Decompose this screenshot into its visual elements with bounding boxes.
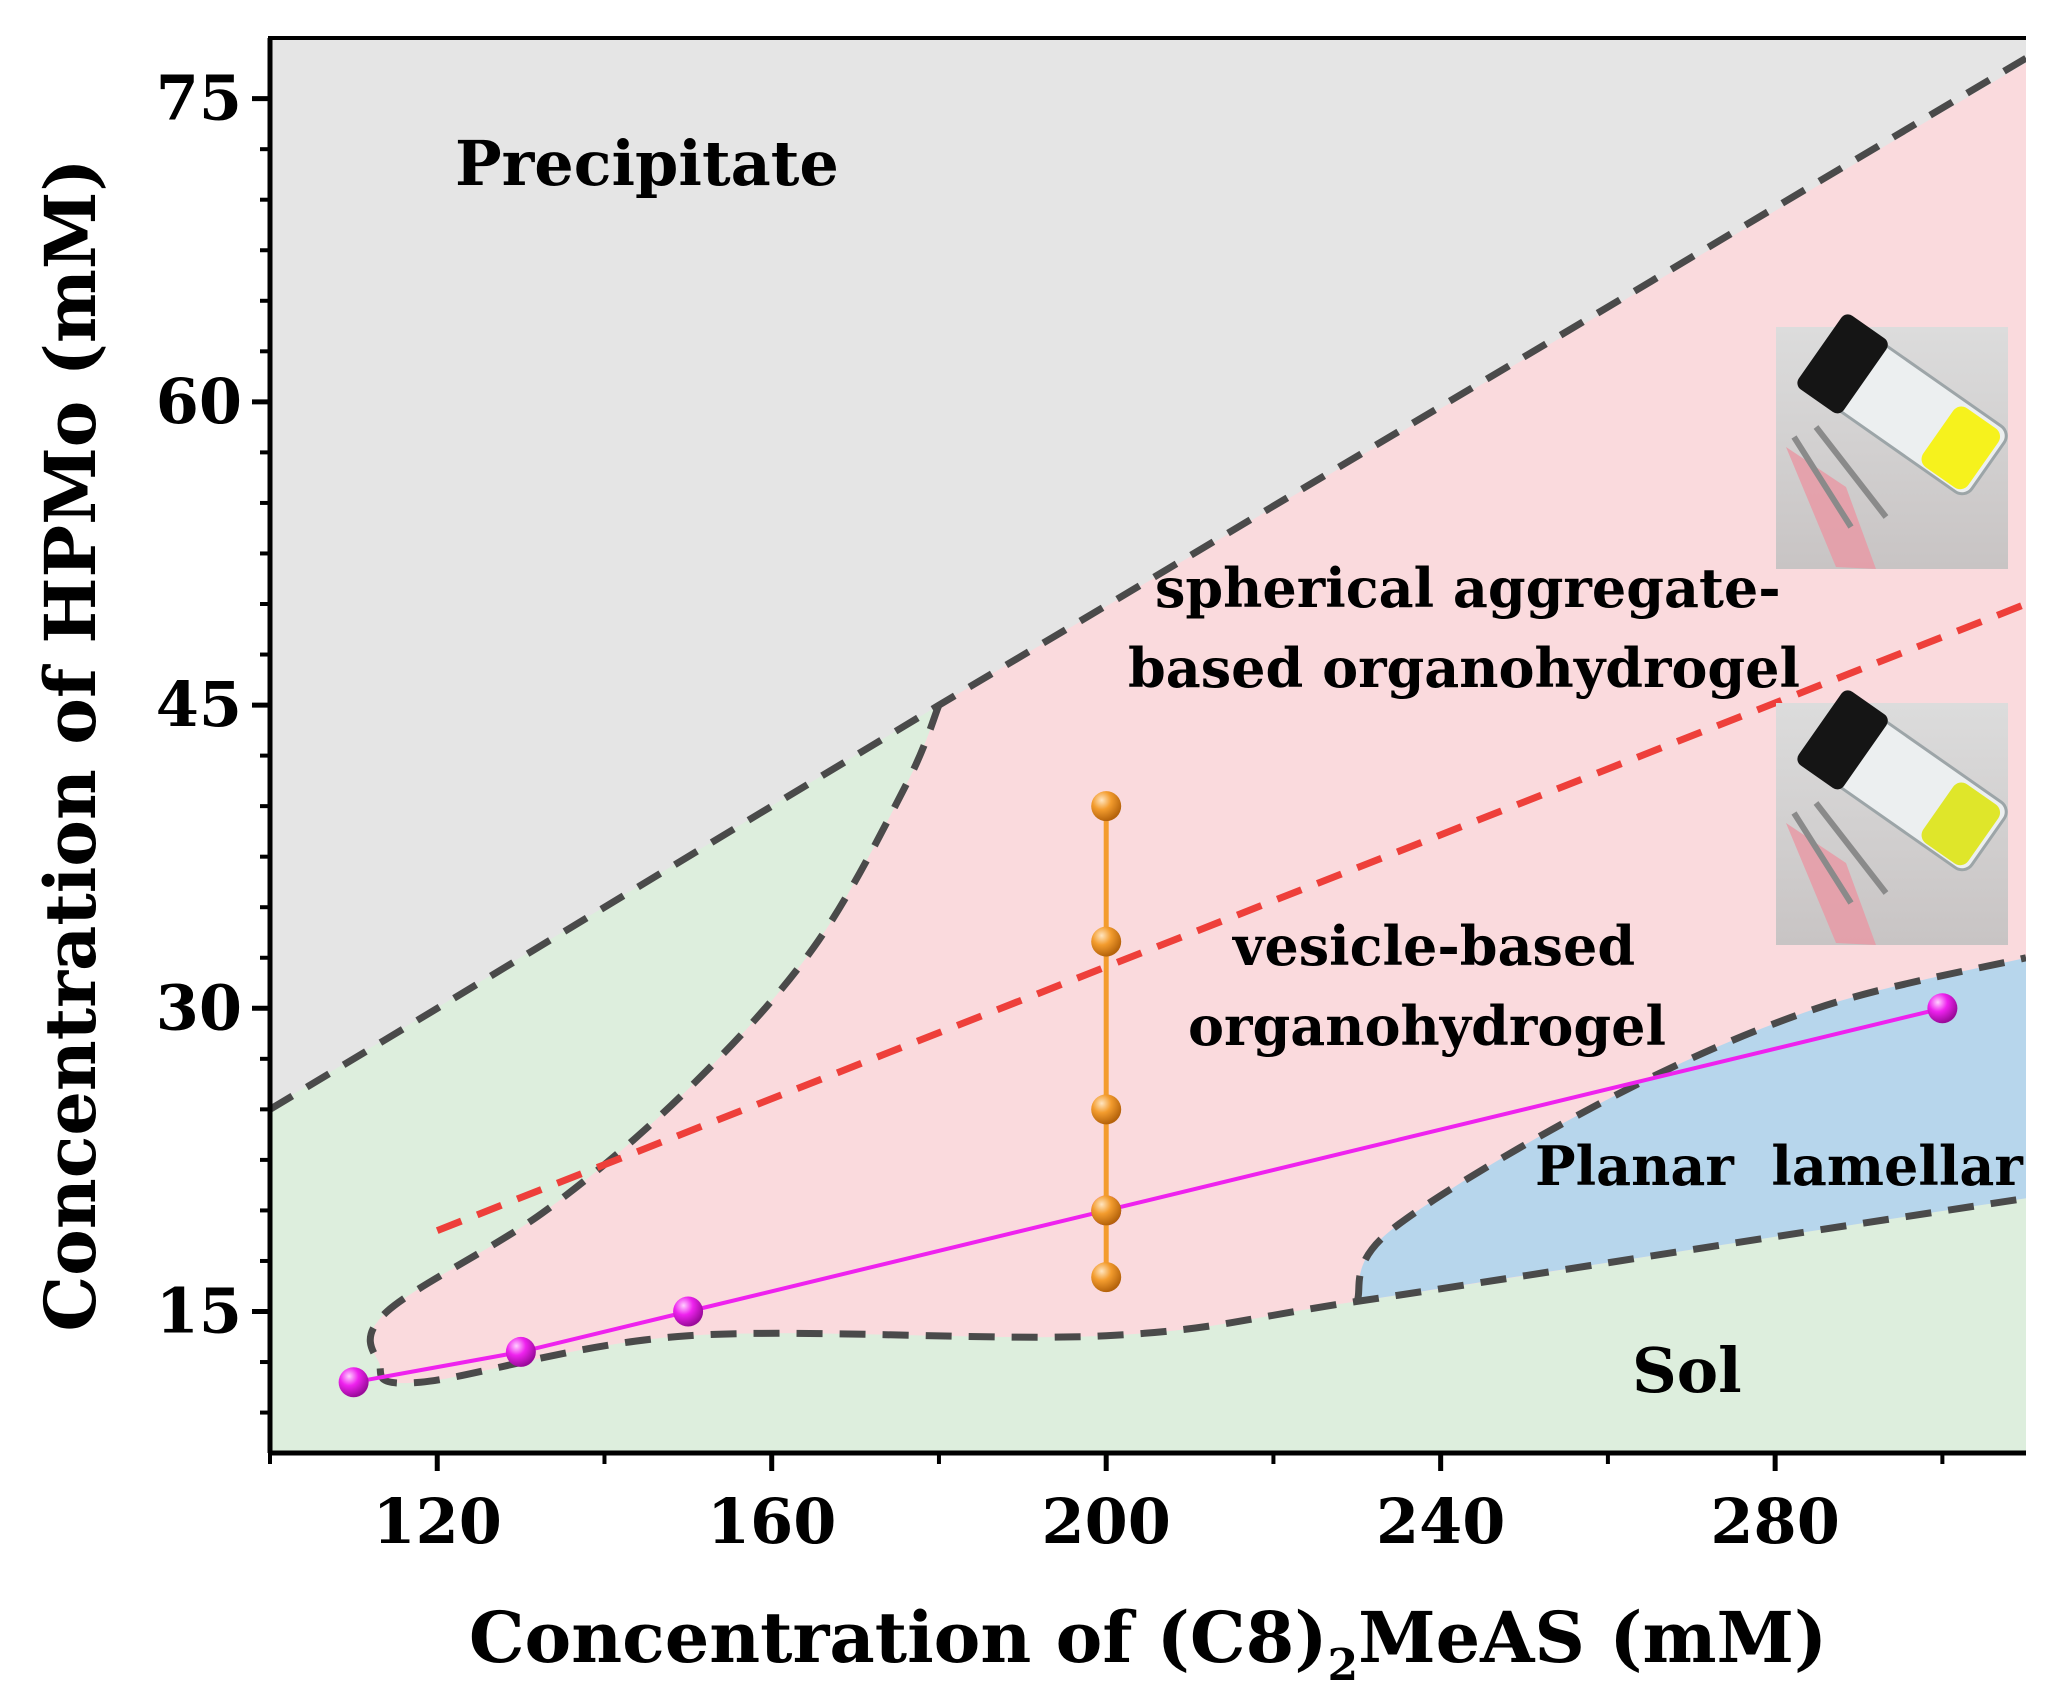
vial-photo-vesicle [1776,690,2008,945]
data-point-magenta-1 [505,1336,536,1367]
label-spherical-line1: spherical aggregate- [1155,556,1781,620]
y-axis-title: Concentration of HPMo (mM) [29,158,112,1331]
label-sol: Sol [1632,1334,1742,1407]
region-sol [270,705,2026,1453]
svg-text:Concentration of (C8)2MeAS (mM: Concentration of (C8)2MeAS (mM) [469,1596,1827,1691]
data-point-magenta-0 [338,1367,369,1398]
region-fills [270,38,2026,1453]
y-tick-label: 75 [156,62,242,135]
x-tick-label: 280 [1710,1485,1839,1558]
data-point-orange-2 [1091,1094,1122,1125]
x-tick-label: 200 [1041,1485,1170,1558]
x-title-rest: MeAS (mM) [1358,1596,1827,1679]
data-point-orange-0 [1091,791,1122,822]
y-tick-label: 15 [156,1275,242,1348]
data-point-orange-1 [1091,926,1122,957]
vial-photo-spherical [1776,314,2008,569]
label-spherical-line2: based organohydrogel [1128,636,1800,700]
axes: 120 160 200 240 280 15 30 45 60 75 [156,36,2026,1558]
region-planar-lamellar [1357,957,2026,1302]
data-point-orange-3 [1091,1195,1122,1226]
x-title-main: Concentration of (C8) [469,1596,1328,1679]
label-planar-lamellar: Planar lamellar [1535,1134,2023,1198]
y-tick-label: 30 [156,971,242,1044]
sol-gel-boundary [366,703,2026,1387]
region-boundaries [270,55,2026,1387]
data-point-orange-4 [1091,1262,1122,1293]
lamellar-boundary [1353,954,2026,1303]
region-organohydrogel [370,62,2026,1384]
label-vesicle-line2: organohydrogel [1188,994,1666,1058]
x-tick-label: 240 [1376,1485,1505,1558]
x-title-subscript: 2 [1327,1640,1358,1691]
gel-divider-line [435,600,2026,1234]
x-axis-title: Concentration of (C8)2MeAS (mM) [469,1596,1827,1691]
region-labels: Precipitate spherical aggregate- based o… [455,127,2023,1407]
x-tick-label: 120 [373,1485,502,1558]
data-point-magenta-4 [1927,993,1958,1024]
label-precipitate: Precipitate [455,127,839,200]
data-point-magenta-2 [673,1296,704,1327]
label-vesicle-line1: vesicle-based [1232,914,1635,978]
x-tick-label: 160 [707,1485,836,1558]
y-tick-label: 45 [156,668,242,741]
series-orange [1091,791,1122,1293]
y-tick-label: 60 [156,365,242,438]
